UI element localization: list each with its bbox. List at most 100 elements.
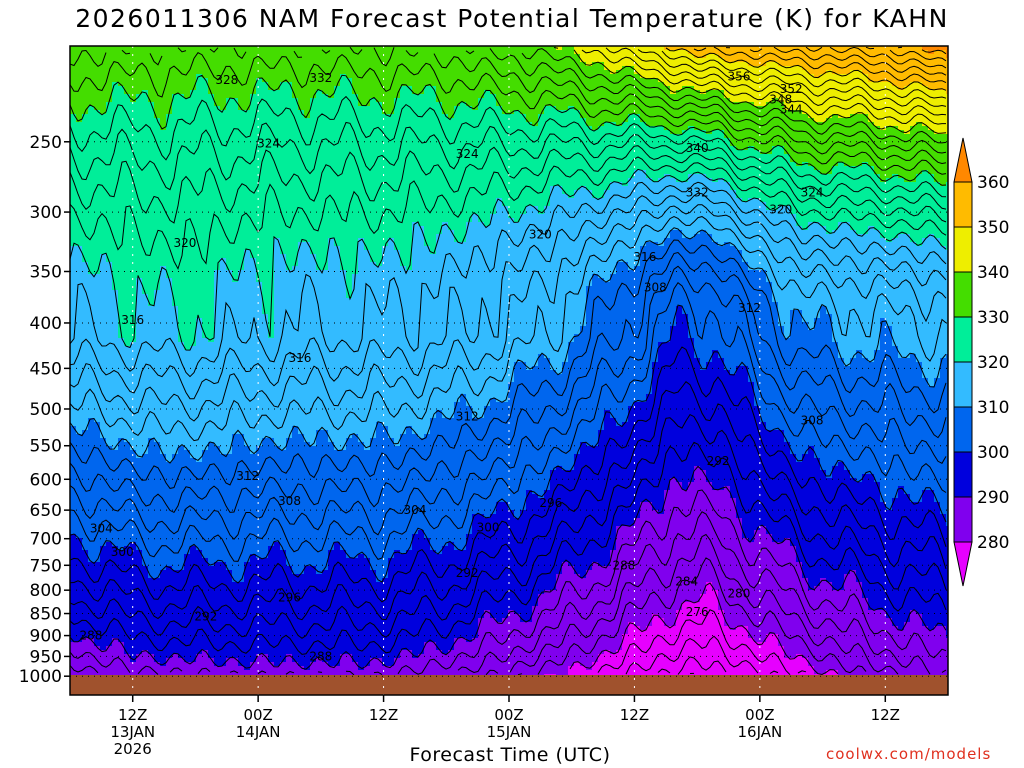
field-cell (82, 150, 89, 155)
field-cell (130, 598, 137, 603)
field-cell (196, 422, 203, 427)
field-cell (70, 422, 77, 427)
field-cell (244, 326, 251, 331)
field-cell (142, 50, 149, 55)
field-cell (76, 446, 83, 451)
field-cell (178, 390, 185, 395)
field-cell (202, 374, 209, 379)
field-cell (82, 542, 89, 547)
field-cell (178, 498, 185, 503)
field-cell (172, 546, 179, 551)
field-cell (154, 438, 161, 443)
field-cell (202, 606, 209, 611)
field-cell (148, 318, 155, 323)
field-cell (154, 78, 161, 83)
field-cell (124, 570, 131, 575)
field-cell (106, 330, 113, 335)
field-cell (178, 590, 185, 595)
field-cell (226, 50, 233, 55)
field-cell (214, 378, 221, 383)
field-cell (172, 174, 179, 179)
field-cell (100, 154, 107, 159)
field-cell (112, 390, 119, 395)
field-cell (178, 70, 185, 75)
field-cell (166, 586, 173, 591)
field-cell (82, 434, 89, 439)
field-cell (166, 270, 173, 275)
field-cell (250, 146, 257, 151)
field-cell (238, 146, 245, 151)
field-cell (106, 410, 113, 415)
field-cell (172, 162, 179, 167)
field-cell (250, 218, 257, 223)
chart-title: 2026011306 NAM Forecast Potential Temper… (0, 4, 1024, 33)
field-cell (250, 178, 257, 183)
field-cell (190, 558, 197, 563)
field-cell (142, 494, 149, 499)
field-cell (112, 222, 119, 227)
field-cell (118, 610, 125, 615)
field-cell (214, 238, 221, 243)
field-cell (94, 614, 101, 619)
field-cell (196, 506, 203, 511)
field-cell (118, 282, 125, 287)
field-cell (76, 486, 83, 491)
field-cell (142, 438, 149, 443)
field-cell (94, 582, 101, 587)
field-cell (136, 470, 143, 475)
field-cell (88, 354, 95, 359)
field-cell (100, 442, 107, 447)
field-cell (166, 390, 173, 395)
field-cell (106, 210, 113, 215)
field-cell (130, 502, 137, 507)
field-cell (238, 514, 245, 519)
field-cell (124, 178, 131, 183)
field-cell (238, 214, 245, 219)
field-cell (196, 342, 203, 347)
field-cell (154, 114, 161, 119)
field-cell (154, 86, 161, 91)
field-cell (148, 358, 155, 363)
field-cell (82, 534, 89, 539)
field-cell (130, 670, 137, 675)
field-cell (88, 150, 95, 155)
field-cell (106, 234, 113, 239)
field-cell (226, 118, 233, 123)
field-cell (190, 610, 197, 615)
field-cell (160, 446, 167, 451)
field-cell (196, 334, 203, 339)
field-cell (112, 74, 119, 79)
field-cell (118, 618, 125, 623)
field-cell (166, 598, 173, 603)
field-cell (148, 526, 155, 531)
field-cell (100, 174, 107, 179)
field-cell (178, 426, 185, 431)
field-cell (136, 294, 143, 299)
field-cell (190, 170, 197, 175)
field-cell (142, 246, 149, 251)
field-cell (196, 610, 203, 615)
field-cell (154, 354, 161, 359)
field-cell (142, 402, 149, 407)
field-cell (100, 166, 107, 171)
field-cell (226, 278, 233, 283)
field-cell (88, 242, 95, 247)
field-cell (184, 626, 191, 631)
field-cell (202, 670, 209, 675)
field-cell (172, 418, 179, 423)
field-cell (250, 74, 257, 79)
field-cell (178, 442, 185, 447)
field-cell (202, 50, 209, 55)
field-cell (244, 206, 251, 211)
field-cell (130, 550, 137, 555)
field-cell (106, 66, 113, 71)
field-cell (166, 498, 173, 503)
field-cell (196, 466, 203, 471)
field-cell (232, 614, 239, 619)
field-cell (148, 670, 155, 675)
field-cell (88, 618, 95, 623)
field-cell (214, 474, 221, 479)
field-cell (220, 638, 227, 643)
field-cell (160, 206, 167, 211)
field-cell (130, 334, 137, 339)
